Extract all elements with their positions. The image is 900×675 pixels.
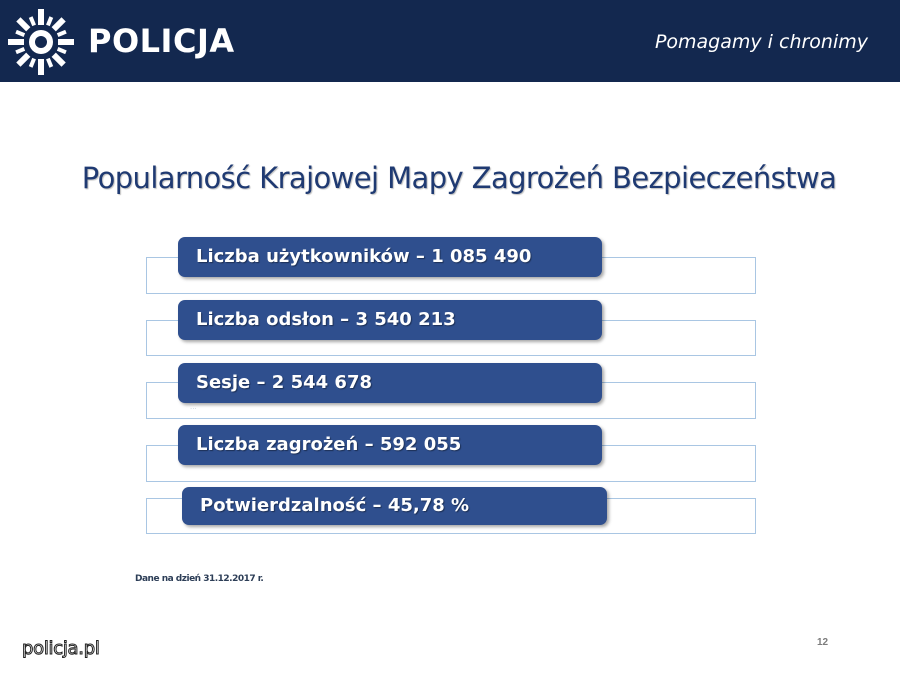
slogan: Pomagamy i chronimy	[654, 31, 868, 53]
stat-sessions: Sesje – 2 544 678	[178, 363, 602, 403]
stat-pageviews: Liczba odsłon – 3 540 213	[178, 300, 602, 340]
police-star-icon	[8, 9, 74, 75]
stat-users: Liczba użytkowników – 1 085 490	[178, 237, 602, 277]
stat-threats: Liczba zagrożeń – 592 055	[178, 425, 602, 465]
data-date-note: Dane na dzień 31.12.2017 r.	[135, 574, 264, 584]
faint-text: ...	[190, 402, 197, 411]
slide-title: Popularność Krajowej Mapy Zagrożeń Bezpi…	[81, 161, 837, 195]
stat-confirmation-rate: Potwierdzalność – 45,78 %	[182, 487, 607, 525]
header-bar: POLICJA Pomagamy i chronimy	[0, 0, 900, 82]
page-number: 12	[817, 637, 829, 648]
footer-website: policja.pl	[22, 638, 101, 660]
brand-name: POLICJA	[88, 22, 235, 60]
